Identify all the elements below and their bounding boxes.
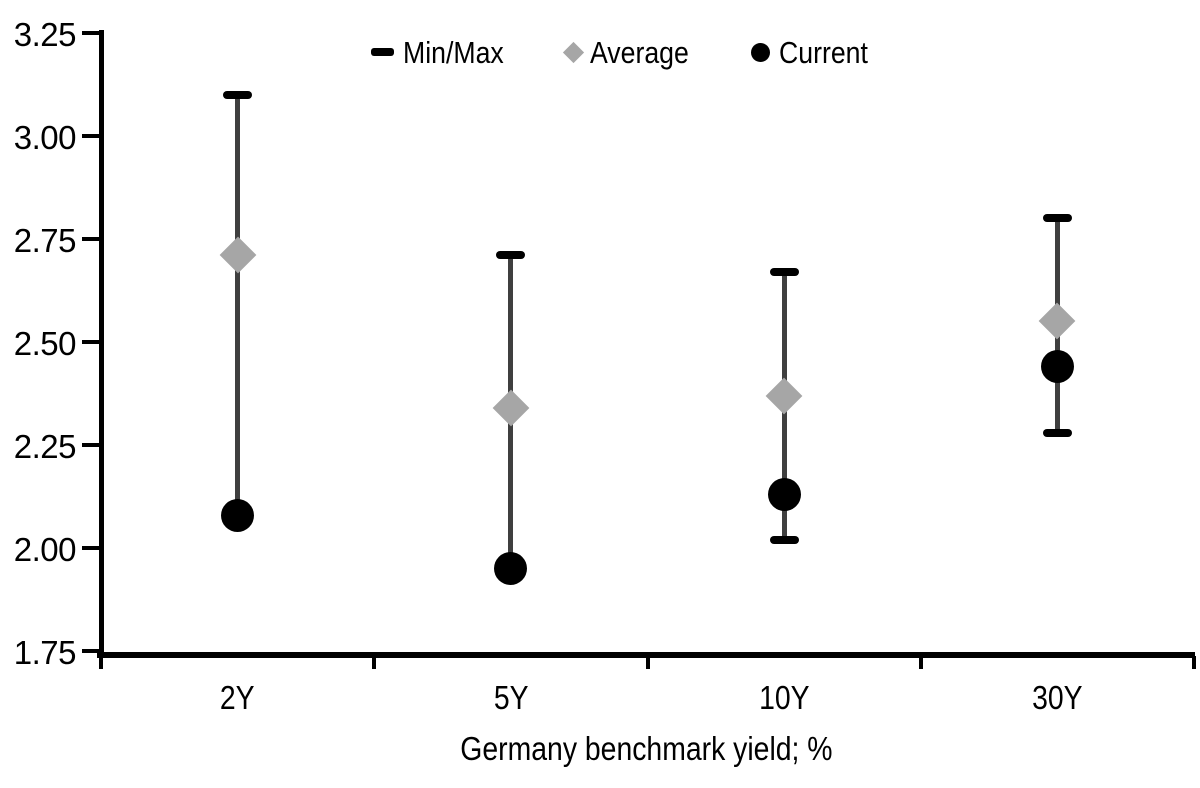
x-category-label: 2Y — [158, 681, 318, 714]
current-circle-icon — [751, 42, 771, 62]
y-tick-mark — [82, 546, 99, 550]
range-whisker — [235, 94, 241, 516]
y-tick-label: 1.75 — [13, 634, 77, 671]
x-category-label-text: 5Y — [493, 679, 529, 716]
x-axis-line — [97, 652, 1195, 658]
y-tick-mark — [82, 237, 99, 241]
max-cap — [769, 267, 799, 276]
x-tick-mark — [645, 656, 650, 669]
average-diamond — [765, 377, 803, 414]
y-tick-mark — [82, 443, 99, 447]
y-axis-line — [99, 30, 104, 656]
average-diamond — [219, 237, 257, 274]
y-tick-label: 2.50 — [13, 325, 77, 362]
legend-item-minmax: Min/Max — [371, 37, 520, 68]
legend-item-current: Current — [751, 37, 882, 68]
legend-label-current: Current — [779, 34, 869, 70]
y-tick-mark — [82, 134, 99, 138]
max-cap — [223, 90, 253, 99]
average-diamond — [492, 389, 530, 427]
x-category-label-text: 2Y — [220, 679, 255, 716]
y-tick-mark — [82, 340, 99, 344]
current-dot — [221, 498, 255, 532]
legend-label-minmax: Min/Max — [403, 34, 505, 70]
current-dot — [767, 477, 801, 511]
min-cap — [769, 535, 799, 544]
x-category-label: 10Y — [704, 681, 864, 714]
x-tick-mark — [1192, 656, 1196, 669]
average-diamond — [1038, 303, 1076, 340]
x-category-label: 5Y — [431, 681, 591, 714]
y-tick-label: 3.25 — [13, 16, 77, 53]
x-category-label-text: 10Y — [758, 679, 810, 716]
min-cap — [1042, 428, 1072, 437]
x-category-label-text: 30Y — [1032, 679, 1083, 716]
legend-item-average: Average — [563, 34, 705, 70]
x-axis-title: Germany benchmark yield; % — [459, 730, 833, 767]
legend-label-average: Average — [590, 34, 690, 70]
x-category-label: 30Y — [977, 681, 1137, 714]
minmax-dash-icon — [371, 48, 395, 56]
current-dot — [494, 552, 528, 586]
x-tick-mark — [99, 656, 103, 669]
x-tick-mark — [918, 656, 923, 669]
legend: Min/Max Average Current — [97, 34, 1157, 70]
y-tick-label: 2.25 — [13, 428, 77, 465]
current-dot — [1040, 350, 1074, 384]
y-tick-label: 3.00 — [13, 119, 77, 156]
y-tick-label: 2.75 — [13, 222, 77, 259]
x-tick-mark — [372, 656, 377, 669]
max-cap — [1042, 214, 1072, 223]
y-tick-mark — [82, 649, 99, 653]
max-cap — [496, 251, 526, 260]
average-diamond-icon — [563, 41, 585, 63]
y-tick-mark — [82, 31, 99, 35]
y-tick-label: 2.00 — [13, 531, 77, 568]
